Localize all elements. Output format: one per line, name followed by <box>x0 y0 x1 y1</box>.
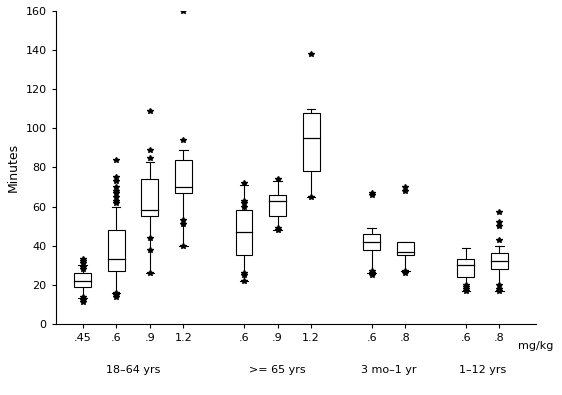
Bar <box>74 273 91 287</box>
Bar <box>457 260 474 277</box>
Bar <box>142 179 158 216</box>
Text: 1–12 yrs: 1–12 yrs <box>459 365 506 374</box>
Text: mg/kg: mg/kg <box>518 341 554 351</box>
Bar <box>363 234 380 250</box>
Text: 18–64 yrs: 18–64 yrs <box>106 365 160 374</box>
Bar <box>269 195 286 216</box>
Bar <box>397 242 414 256</box>
Bar <box>235 211 252 256</box>
Bar <box>303 113 320 171</box>
Y-axis label: Minutes: Minutes <box>7 143 20 192</box>
Text: 3 mo–1 yr: 3 mo–1 yr <box>361 365 416 374</box>
Bar <box>108 230 125 271</box>
Bar <box>175 160 192 193</box>
Bar <box>491 254 508 269</box>
Text: >= 65 yrs: >= 65 yrs <box>249 365 306 374</box>
